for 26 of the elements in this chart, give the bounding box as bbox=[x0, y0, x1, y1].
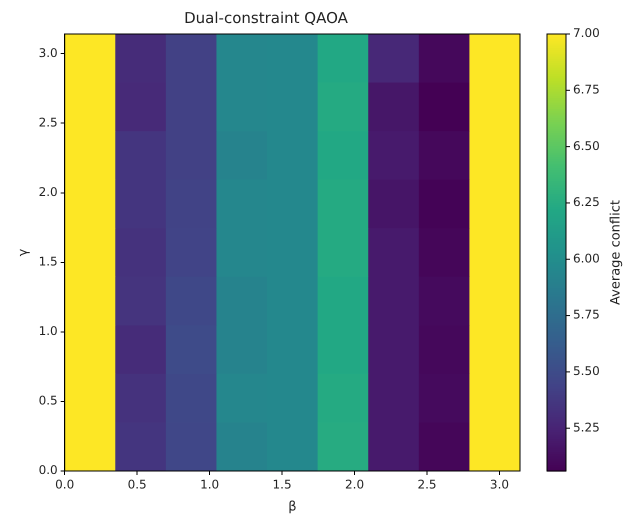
x-tick-label: 1.5 bbox=[272, 477, 292, 492]
x-axis-title: β bbox=[288, 500, 296, 515]
y-axis-title: γ bbox=[16, 248, 32, 256]
y-tick-label: 3.0 bbox=[38, 46, 58, 60]
color-bar-label: 6.75 bbox=[573, 82, 600, 96]
x-tick-label: 2.0 bbox=[345, 477, 364, 492]
x-tick-label: 0.5 bbox=[128, 477, 147, 492]
chart-title: Dual-constraint QAOA bbox=[184, 8, 349, 27]
y-tick-label: 2.0 bbox=[38, 184, 58, 199]
x-tick-label: 3.0 bbox=[490, 477, 510, 492]
y-tick-label: 0.0 bbox=[38, 463, 58, 478]
x-tick-label: 1.0 bbox=[200, 477, 220, 492]
color-bar-label: 5.50 bbox=[573, 364, 600, 378]
color-bar-label: 5.75 bbox=[573, 308, 600, 322]
x-tick-label: 2.5 bbox=[417, 477, 437, 492]
y-tick-label: 0.5 bbox=[38, 394, 58, 408]
color-bar-label: 6.00 bbox=[573, 251, 600, 266]
color-bar-label: 5.25 bbox=[573, 420, 600, 434]
color-bar-label: 6.50 bbox=[573, 138, 600, 153]
y-tick-label: 2.5 bbox=[38, 115, 58, 130]
y-tick-label: 1.0 bbox=[38, 324, 58, 338]
color-bar-title: Average conflict bbox=[608, 200, 624, 305]
y-tick-label: 1.5 bbox=[38, 254, 58, 268]
color-bar-label: 6.25 bbox=[573, 195, 600, 210]
color-bar-label: 7.00 bbox=[573, 26, 600, 40]
x-tick-label: 0.0 bbox=[55, 477, 74, 492]
